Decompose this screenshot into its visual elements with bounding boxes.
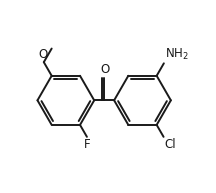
- Text: O: O: [100, 63, 110, 76]
- Text: Cl: Cl: [165, 138, 176, 151]
- Text: O: O: [38, 48, 48, 61]
- Text: F: F: [84, 138, 90, 151]
- Text: NH$_2$: NH$_2$: [165, 47, 189, 62]
